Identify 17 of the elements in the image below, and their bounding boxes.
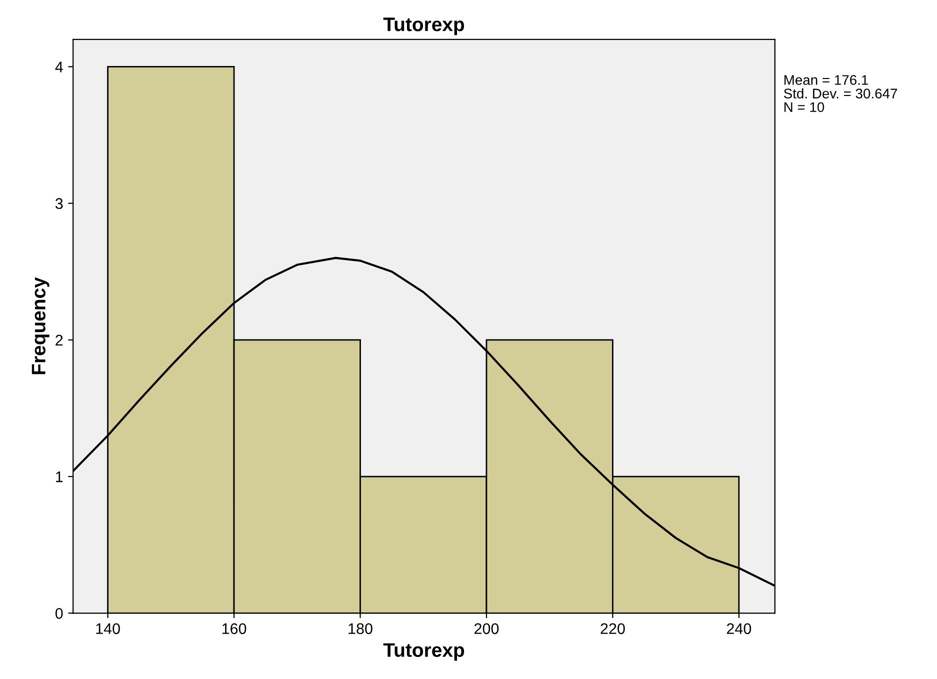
y-tick-label: 1 [56, 472, 63, 482]
y-tick-label: 2 [56, 334, 63, 346]
y-axis-title: Frequency [32, 277, 50, 374]
x-tick-label: 240 [726, 623, 752, 634]
text: Std. Dev. = 30.647 [784, 88, 898, 98]
x-tick-label: 220 [600, 623, 625, 634]
text: Mean = 176.1 [784, 75, 868, 85]
x-tick-label: 200 [474, 623, 499, 634]
y-tick-label: 4 [55, 62, 63, 72]
x-axis-title: Tutorexp [383, 643, 464, 661]
y-tick-label: 3 [55, 198, 63, 209]
x-tick-label: 160 [222, 623, 246, 634]
x-tick-label: 180 [348, 623, 372, 634]
x-tick-label: 140 [96, 623, 120, 634]
text: N = 10 [784, 102, 824, 112]
y-tick-label: 0 [55, 608, 63, 619]
chart-title: Tutorexp [383, 18, 464, 36]
